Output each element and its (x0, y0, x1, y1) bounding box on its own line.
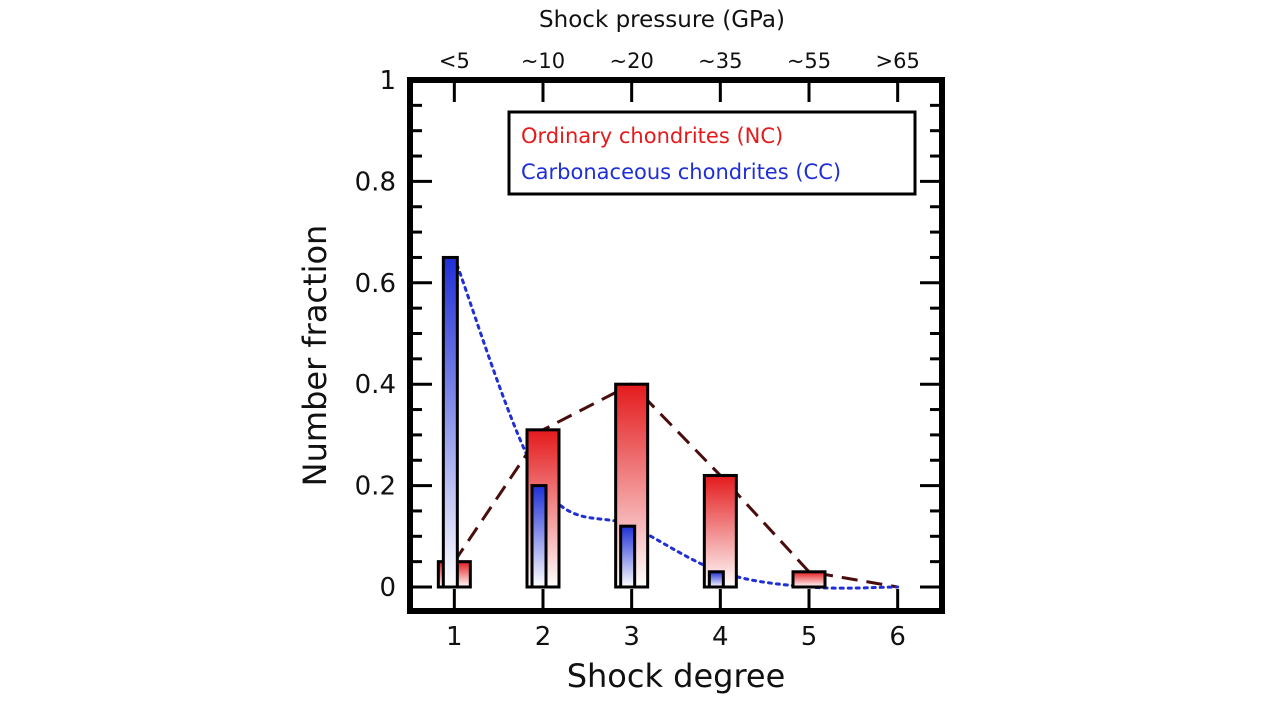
legend-entry-cc: Carbonaceous chondrites (CC) (521, 160, 841, 184)
top-tick-label: <5 (439, 49, 470, 73)
bar-nc (791, 570, 827, 589)
x-tick-label: 6 (889, 622, 906, 652)
legend-entry-nc: Ordinary chondrites (NC) (521, 124, 783, 148)
legend: Ordinary chondrites (NC) Carbonaceous ch… (507, 110, 917, 196)
x-tick-label: 1 (446, 622, 463, 652)
plot-frame (407, 77, 945, 614)
legend-box (507, 110, 917, 196)
y-tick-label: 1 (379, 66, 396, 96)
tick-labels: 0 0.2 0.4 0.6 0.8 1 1 <5 2 ~10 3 ~20 4 ~35 5 ~55 6 >65 (355, 49, 920, 652)
nc-trend-line (453, 382, 898, 589)
bars (436, 255, 827, 589)
top-axis-title: Shock pressure (GPa) (539, 7, 785, 33)
x-tick-label: 5 (801, 622, 818, 652)
x-axis-title: Shock degree (567, 657, 786, 695)
bar-cc (441, 255, 459, 589)
y-tick-label: 0.4 (355, 370, 396, 400)
x-tick-label: 4 (712, 622, 729, 652)
bar-nc (702, 473, 738, 589)
y-tick-label: 0.2 (355, 472, 396, 502)
bar-cc (707, 570, 725, 589)
top-tick-label: ~20 (610, 49, 654, 73)
top-tick-label: >65 (876, 49, 920, 73)
x-tick-label: 3 (623, 622, 640, 652)
trend-lines (452, 255, 900, 590)
bar-cc (530, 484, 548, 589)
top-tick-label: ~55 (787, 49, 831, 73)
x-tick-label: 2 (535, 622, 552, 652)
y-tick-label: 0.6 (355, 269, 396, 299)
cc-trend-line (452, 255, 900, 590)
bar-cc (619, 524, 637, 589)
y-tick-label: 0 (379, 573, 396, 603)
y-tick-label: 0.8 (355, 167, 396, 197)
y-axis-title: Number fraction (296, 225, 334, 487)
top-tick-label: ~10 (521, 49, 565, 73)
top-tick-label: ~35 (698, 49, 742, 73)
